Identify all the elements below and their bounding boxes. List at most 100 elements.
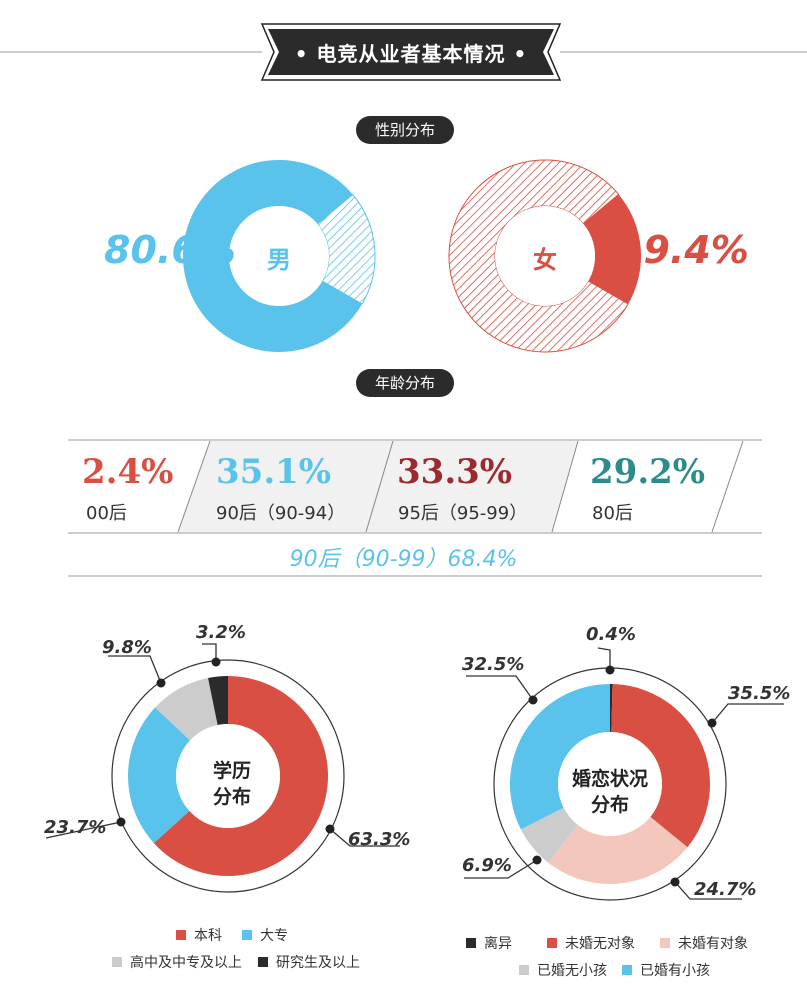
education-callout-dot xyxy=(325,824,335,834)
marital-legend-item: 未婚无对象 xyxy=(547,933,635,953)
legend-swatch xyxy=(519,965,529,975)
education-callout-line xyxy=(329,828,400,847)
legend-label: 大专 xyxy=(260,928,288,944)
banner xyxy=(0,23,807,81)
banner-outline xyxy=(260,23,562,81)
marital-callout-dot xyxy=(707,718,717,728)
gender-female-donut xyxy=(448,159,642,353)
marital-slice xyxy=(611,684,711,848)
age-group-label: 90后（90-94） xyxy=(216,503,346,524)
education-legend-item: 本科 xyxy=(176,925,222,945)
marital-donut-chart xyxy=(464,647,784,901)
marital-value-label: 6.9% xyxy=(462,855,512,876)
female-percent: 19.4% xyxy=(617,228,749,272)
education-slice xyxy=(128,707,191,844)
age-group-label: 00后 xyxy=(86,503,127,524)
legend-swatch xyxy=(176,930,186,940)
marital-callout-line xyxy=(466,675,534,701)
banner-ribbon xyxy=(268,29,554,75)
legend-label: 研究生及以上 xyxy=(276,955,360,971)
marital-slice xyxy=(509,684,610,830)
marital-callout-line xyxy=(597,647,611,670)
male-label: 男 xyxy=(267,246,291,274)
marital-value-label: 32.5% xyxy=(462,654,525,675)
marital-legend-item: 离异 xyxy=(466,933,512,953)
marital-value-label: 24.7% xyxy=(694,879,757,900)
education-callout-line xyxy=(202,643,217,662)
marital-slice xyxy=(548,816,688,884)
marital-chart-title-line: 婚恋状况 xyxy=(571,768,648,790)
age-divider xyxy=(711,440,744,533)
education-chart-title-line: 学历 xyxy=(212,760,251,782)
female-share-arc xyxy=(583,194,642,304)
age-group-percent: 29.2% xyxy=(590,452,706,492)
legend-label: 未婚有对象 xyxy=(678,936,748,952)
education-callout-line xyxy=(45,821,122,839)
male-share-arc xyxy=(183,160,363,353)
gender-section-label: 性别分布 xyxy=(356,116,454,144)
marital-callout-dot xyxy=(528,695,538,705)
marital-slice xyxy=(610,684,613,733)
marital-callout-dot xyxy=(605,665,615,675)
marital-callout-dot xyxy=(670,877,680,887)
legend-swatch xyxy=(466,938,476,948)
education-slice xyxy=(208,676,228,726)
age-section-label: 年龄分布 xyxy=(356,369,454,397)
legend-swatch xyxy=(622,965,632,975)
education-value-label: 23.7% xyxy=(44,817,107,838)
female-donut-hole xyxy=(495,206,595,306)
age-group-percent: 2.4% xyxy=(82,452,174,492)
education-legend-item: 大专 xyxy=(242,925,288,945)
age-cell-bg-90 xyxy=(178,441,393,532)
gender-male-donut xyxy=(183,160,376,353)
education-legend-item: 研究生及以上 xyxy=(258,952,360,972)
education-legend-item: 高中及中专及以上 xyxy=(112,952,242,972)
legend-label: 已婚无小孩 xyxy=(537,963,607,979)
education-slice xyxy=(155,678,218,741)
marital-slice xyxy=(520,807,578,863)
education-outer-ring xyxy=(111,659,345,893)
age-divider xyxy=(177,440,211,533)
age-summary: 90后（90-99）68.4% xyxy=(289,547,518,572)
marital-value-label: 0.4% xyxy=(586,624,636,645)
marital-callout-line xyxy=(674,881,742,900)
marital-callout-line xyxy=(711,703,784,724)
legend-label: 未婚无对象 xyxy=(565,936,635,952)
age-group-percent: 35.1% xyxy=(216,452,332,492)
marital-hole xyxy=(558,732,662,836)
legend-swatch xyxy=(112,957,122,967)
education-value-label: 9.8% xyxy=(102,637,152,658)
age-group-percent: 33.3% xyxy=(397,452,513,492)
marital-chart-title-line: 分布 xyxy=(590,794,629,816)
age-group-label: 80后 xyxy=(592,503,633,524)
education-value-label: 3.2% xyxy=(196,622,246,643)
age-cell-bg-95 xyxy=(366,441,578,532)
marital-legend-item: 已婚有小孩 xyxy=(622,960,710,980)
male-percent: 80.6% xyxy=(104,228,236,272)
banner-title: • 电竞从业者基本情况 • xyxy=(294,42,528,66)
marital-legend-item: 已婚无小孩 xyxy=(519,960,607,980)
education-callout-line xyxy=(108,655,162,684)
male-donut-hole xyxy=(229,206,329,306)
age-group-label: 95后（95-99） xyxy=(398,503,528,524)
marital-legend-item: 未婚有对象 xyxy=(660,933,748,953)
legend-label: 离异 xyxy=(484,936,512,952)
marital-value-label: 35.5% xyxy=(728,683,791,704)
education-hole xyxy=(176,724,280,828)
age-divider xyxy=(365,440,394,533)
education-donut-chart xyxy=(45,643,400,893)
education-callout-dot xyxy=(116,817,126,827)
education-value-label: 63.3% xyxy=(348,829,411,850)
legend-label: 已婚有小孩 xyxy=(640,963,710,979)
marital-callout-dot xyxy=(532,855,542,865)
female-label: 女 xyxy=(533,246,557,274)
education-callout-dot xyxy=(211,657,221,667)
legend-swatch xyxy=(547,938,557,948)
legend-swatch xyxy=(258,957,268,967)
marital-callout-line xyxy=(464,859,538,879)
education-callout-dot xyxy=(156,678,166,688)
education-chart-title-line: 分布 xyxy=(212,786,251,808)
legend-label: 高中及中专及以上 xyxy=(130,955,242,971)
legend-swatch xyxy=(242,930,252,940)
